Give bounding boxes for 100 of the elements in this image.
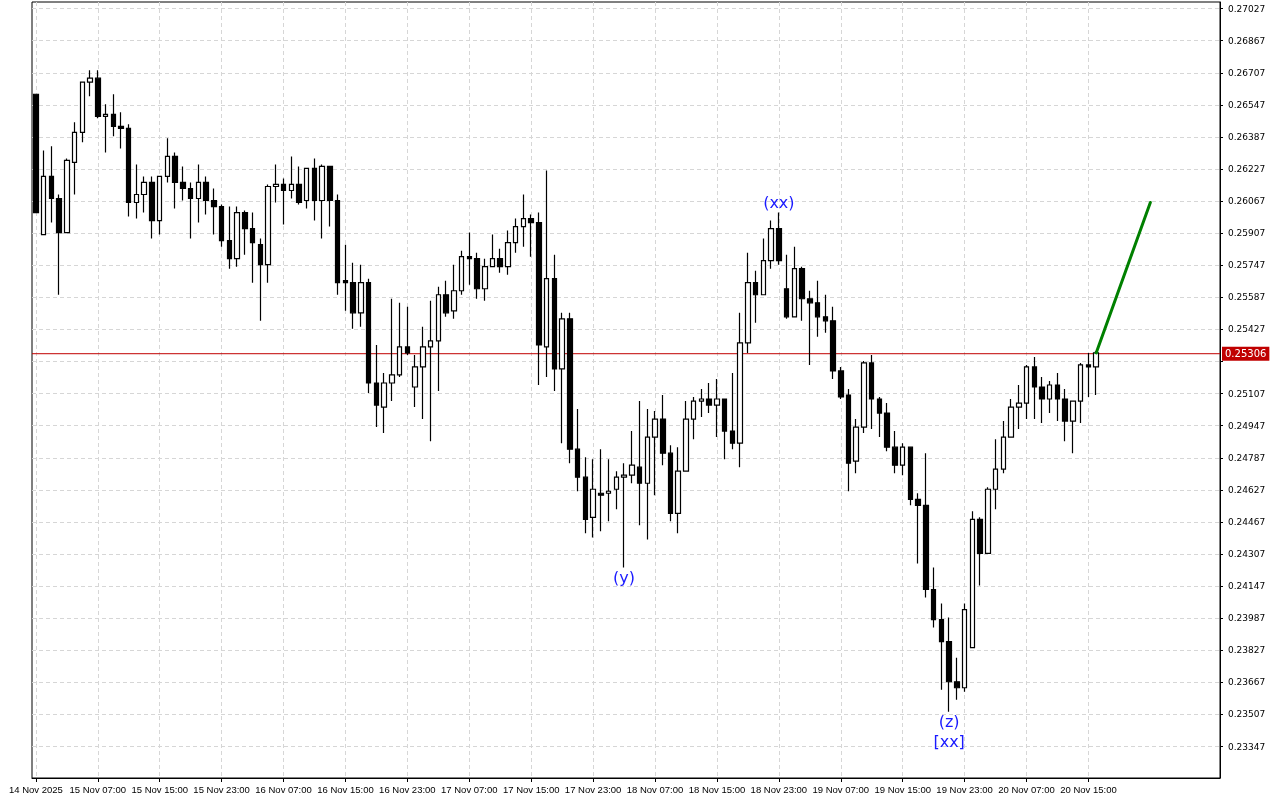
x-tick-label: 19 Nov 15:00 <box>874 783 931 795</box>
candlestick <box>891 430 899 474</box>
x-tick-label: 15 Nov 23:00 <box>193 783 250 795</box>
candlestick <box>1054 372 1061 422</box>
candlestick <box>458 250 465 296</box>
candlestick <box>791 246 798 318</box>
candlestick <box>133 163 140 220</box>
candlestick <box>1007 398 1015 438</box>
candlestick <box>744 252 752 354</box>
candlestick <box>636 400 643 526</box>
candlestick <box>1023 364 1030 420</box>
candlestick <box>558 312 566 444</box>
candlestick <box>814 280 821 338</box>
x-tick-label: 16 Nov 15:00 <box>317 783 374 795</box>
y-tick-label: 0.23507 <box>1228 709 1266 720</box>
x-tick-label: 20 Nov 07:00 <box>998 783 1055 795</box>
candlestick <box>767 219 775 270</box>
candlestick <box>272 163 280 204</box>
y-tick-label: 0.23987 <box>1228 613 1266 624</box>
candlestick <box>938 602 945 691</box>
candlestick <box>1061 388 1069 442</box>
x-tick-label: 18 Nov 23:00 <box>750 783 808 795</box>
x-tick-label: 15 Nov 07:00 <box>69 783 127 795</box>
x-tick-label: 17 Nov 15:00 <box>502 783 560 795</box>
candlestick <box>775 211 783 266</box>
candlestick <box>845 388 852 492</box>
candlestick <box>907 446 914 506</box>
candlestick <box>489 234 496 268</box>
ref-line-label: 0.25306 <box>1225 348 1267 360</box>
candlestick <box>992 438 999 510</box>
candlestick <box>295 165 303 206</box>
candlestick <box>496 248 504 274</box>
candlestick <box>288 155 295 200</box>
candlestick <box>868 354 875 430</box>
candlestick <box>721 398 728 460</box>
x-tick-label: 19 Nov 07:00 <box>812 783 870 795</box>
candlestick <box>651 410 659 496</box>
candlestick <box>682 400 690 472</box>
x-tick-label: 20 Nov 15:00 <box>1060 783 1117 795</box>
candlestick <box>729 372 736 450</box>
y-tick-label: 0.26547 <box>1228 99 1266 110</box>
y-tick-label: 0.25427 <box>1228 324 1266 335</box>
candlestick <box>961 602 968 693</box>
candlestick <box>1077 362 1084 424</box>
candlestick <box>876 396 883 438</box>
candlestick <box>736 312 744 468</box>
candlestick <box>667 444 674 522</box>
candlestick <box>582 456 589 534</box>
candlestick <box>419 326 427 420</box>
candlestick <box>156 175 163 236</box>
candlestick <box>690 396 697 440</box>
candlestick <box>404 306 411 356</box>
candlestick <box>1085 352 1092 398</box>
candlestick <box>589 458 597 538</box>
candlestick <box>40 149 47 236</box>
y-tick-label: 0.25587 <box>1228 292 1266 303</box>
candlestick <box>860 360 868 434</box>
candlestick <box>512 217 519 254</box>
candlestick <box>210 187 218 236</box>
candlestick <box>551 254 558 392</box>
x-tick-label: 16 Nov 23:00 <box>379 783 436 795</box>
candlestick <box>644 408 651 540</box>
candlestick <box>187 181 194 240</box>
candlestick <box>202 175 210 216</box>
candlestick <box>241 209 249 256</box>
candlestick <box>179 165 187 202</box>
y-tick-label: 0.25907 <box>1228 228 1266 239</box>
candlestick <box>280 177 287 226</box>
candlestick <box>427 300 434 442</box>
candlestick <box>148 175 156 240</box>
candlestick <box>945 616 953 713</box>
candlestick <box>852 418 860 474</box>
candlestick <box>798 266 806 322</box>
y-tick-label: 0.24787 <box>1228 452 1266 463</box>
y-tick-label: 0.24627 <box>1228 484 1266 495</box>
y-tick-label: 0.24307 <box>1228 549 1266 560</box>
candlestick <box>628 430 636 484</box>
candlestick <box>566 312 574 464</box>
y-tick-label: 0.23827 <box>1228 645 1266 656</box>
y-tick-label: 0.27027 <box>1228 3 1266 14</box>
candlestick <box>365 278 372 394</box>
candlestick <box>249 211 256 284</box>
y-tick-label: 0.23347 <box>1228 741 1266 752</box>
annotation: [xx] <box>933 732 965 752</box>
candlestick <box>411 354 419 408</box>
annotation: (z) <box>938 712 960 732</box>
candlestick <box>760 238 767 296</box>
candlestick <box>55 193 63 296</box>
y-tick-label: 0.26387 <box>1228 131 1266 142</box>
candlestick <box>473 252 481 300</box>
candlestick <box>435 286 442 392</box>
candlestick <box>1092 350 1100 396</box>
candlestick <box>829 306 837 380</box>
candlestick <box>914 492 922 565</box>
x-tick-label: 16 Nov 07:00 <box>255 783 312 795</box>
candlestick <box>620 462 628 569</box>
candlestick <box>698 388 705 418</box>
y-tick-label: 0.26067 <box>1228 196 1266 207</box>
y-tick-label: 0.23667 <box>1228 677 1266 688</box>
candlestick <box>373 344 380 428</box>
